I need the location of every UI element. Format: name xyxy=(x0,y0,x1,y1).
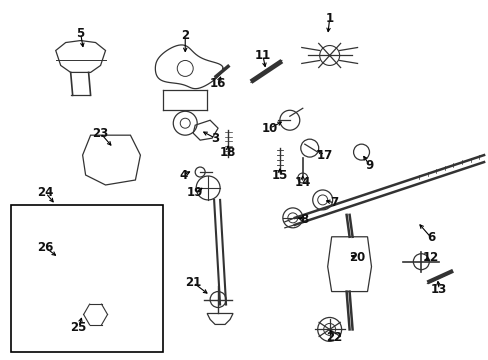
Text: 21: 21 xyxy=(184,276,201,289)
Text: 22: 22 xyxy=(326,331,342,344)
Text: 25: 25 xyxy=(70,321,87,334)
Text: 3: 3 xyxy=(211,132,219,145)
Text: 7: 7 xyxy=(330,197,338,210)
Text: 14: 14 xyxy=(294,176,310,189)
Text: 17: 17 xyxy=(316,149,332,162)
Text: 9: 9 xyxy=(365,158,373,172)
Text: 20: 20 xyxy=(349,251,365,264)
Text: 23: 23 xyxy=(92,127,108,140)
Text: 24: 24 xyxy=(38,186,54,199)
Text: 13: 13 xyxy=(430,283,447,296)
Text: 6: 6 xyxy=(427,231,434,244)
Text: 12: 12 xyxy=(422,251,439,264)
Text: 10: 10 xyxy=(261,122,278,135)
Text: 19: 19 xyxy=(186,186,203,199)
Bar xyxy=(11,205,163,352)
Text: 15: 15 xyxy=(271,168,287,181)
Text: 26: 26 xyxy=(38,241,54,254)
Text: 2: 2 xyxy=(181,29,189,42)
Text: 16: 16 xyxy=(209,77,226,90)
Text: 4: 4 xyxy=(179,168,187,181)
Text: 18: 18 xyxy=(220,145,236,159)
Text: 5: 5 xyxy=(76,27,84,40)
Text: 11: 11 xyxy=(254,49,270,62)
Text: 1: 1 xyxy=(325,12,333,25)
Text: 8: 8 xyxy=(300,213,308,226)
